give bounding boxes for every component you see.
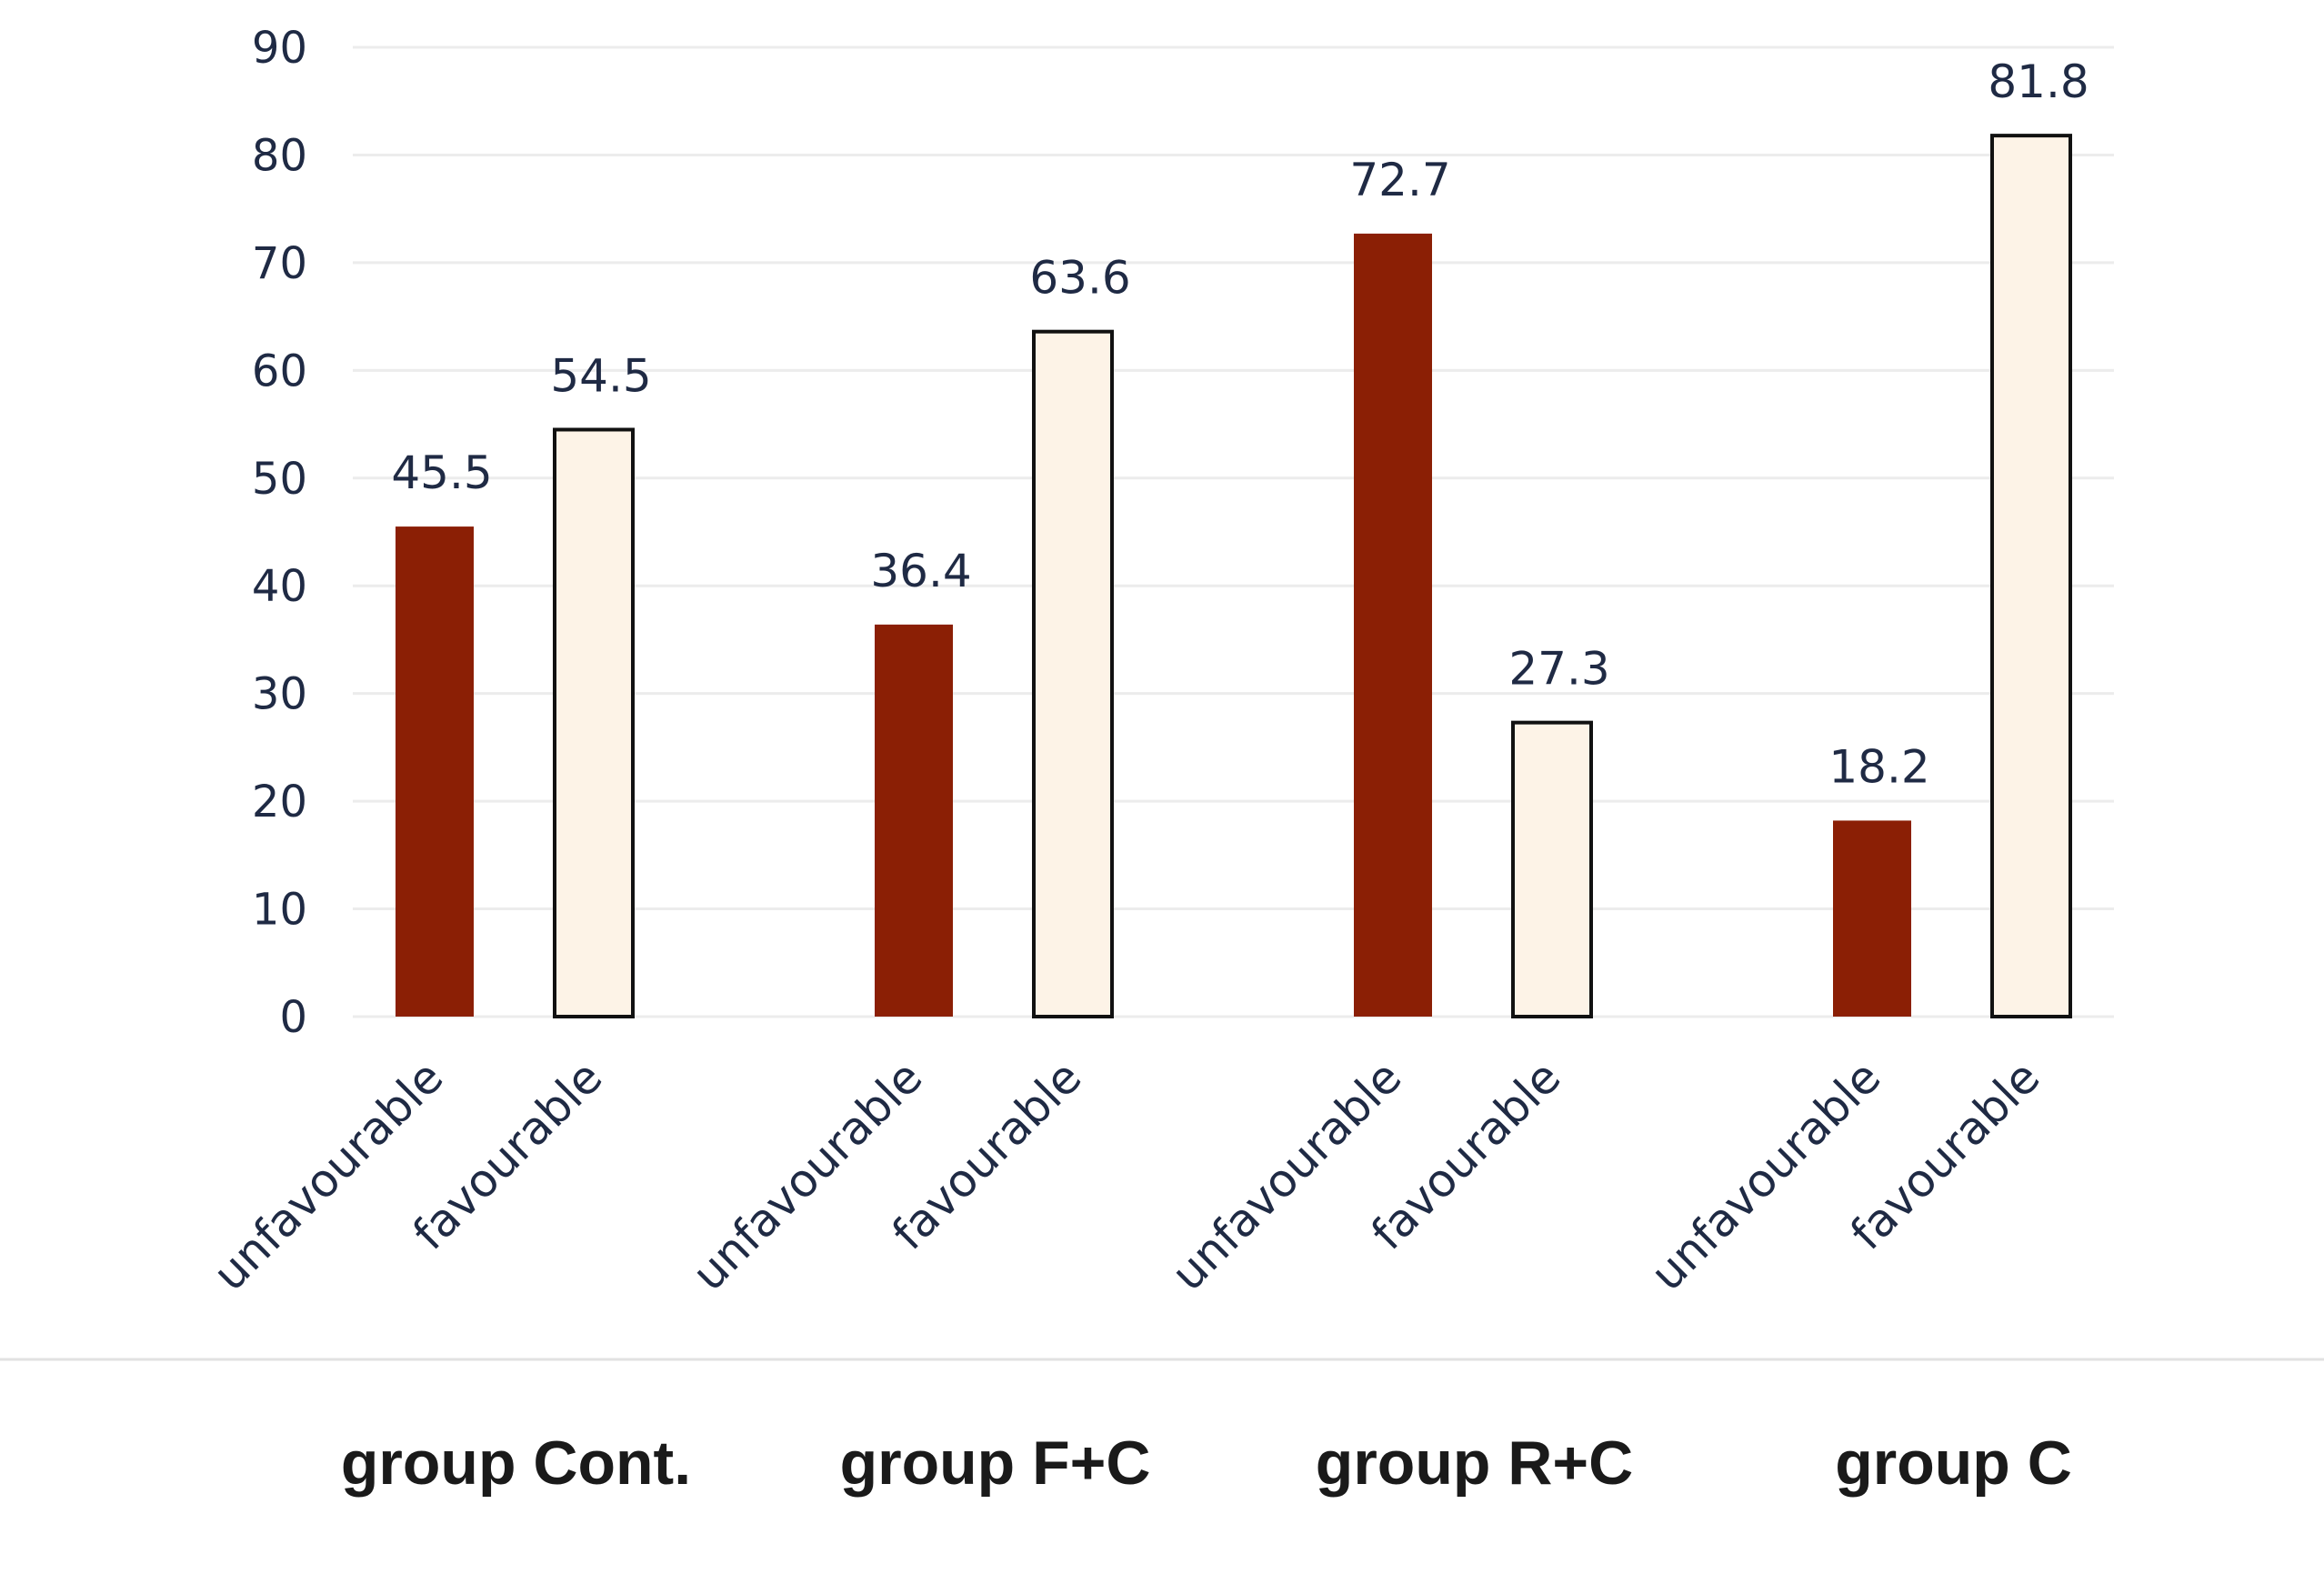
y-tick-label: 70 — [252, 238, 307, 289]
bar-unfavourable — [1833, 820, 1911, 1017]
data-label: 27.3 — [1508, 643, 1609, 696]
bar-favourable — [1032, 329, 1114, 1018]
bar-favourable — [1511, 720, 1593, 1018]
bar-favourable — [1990, 134, 2072, 1018]
group-label: group R+C — [1316, 1429, 1633, 1498]
y-tick-label: 20 — [252, 777, 307, 827]
data-label: 72.7 — [1349, 154, 1450, 206]
data-label: 36.4 — [870, 545, 971, 597]
data-label: 54.5 — [550, 349, 651, 402]
category-label: unfavourable — [203, 1050, 453, 1300]
gridlines — [353, 45, 2114, 1018]
category-label: unfavourable — [1640, 1050, 1890, 1300]
data-label: 81.8 — [1988, 55, 2089, 108]
y-tick-label: 30 — [252, 669, 307, 720]
bar-favourable — [553, 427, 635, 1018]
group-label: group C — [1835, 1429, 2072, 1498]
data-labels: 45.5 54.5 36.4 63.6 72.7 27.3 18.2 81.8 — [391, 55, 2089, 793]
y-tick-label: 60 — [252, 346, 307, 396]
y-tick-label: 40 — [252, 561, 307, 612]
bar-unfavourable — [875, 624, 953, 1017]
y-tick-label: 90 — [252, 23, 307, 74]
bar-unfavourable — [396, 526, 474, 1017]
category-label: unfavourable — [1161, 1050, 1411, 1300]
group-label: group F+C — [840, 1429, 1151, 1498]
bars — [396, 134, 2072, 1018]
y-tick-label: 0 — [279, 992, 307, 1043]
data-label: 18.2 — [1828, 740, 1929, 793]
y-tick-label: 80 — [252, 130, 307, 181]
group-label: group Cont. — [341, 1429, 691, 1498]
group-labels: group Cont. group F+C group R+C group C — [341, 1429, 2072, 1498]
data-label: 45.5 — [391, 446, 492, 499]
y-tick-label: 50 — [252, 454, 307, 505]
data-label: 63.6 — [1029, 252, 1130, 305]
y-axis-tick-labels: 0 10 20 30 40 50 60 70 80 90 — [252, 23, 307, 1043]
category-label: unfavourable — [682, 1050, 932, 1300]
bar-unfavourable — [1354, 233, 1432, 1017]
y-tick-label: 10 — [252, 885, 307, 936]
